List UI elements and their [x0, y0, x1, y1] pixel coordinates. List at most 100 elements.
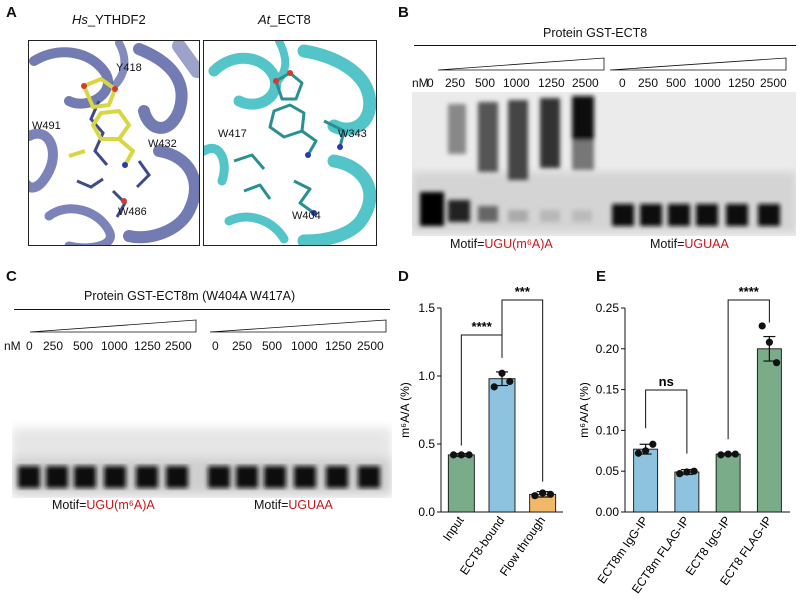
- y-tick-label: 0.15: [596, 383, 620, 397]
- residue-label-w432: W432: [148, 138, 177, 150]
- conc-b-right-0: 0: [619, 76, 626, 90]
- y-tick-label: 0.05: [596, 464, 620, 478]
- data-point: [506, 377, 514, 386]
- data-point: [731, 450, 739, 458]
- y-tick-label: 0.5: [418, 437, 435, 451]
- data-point: [649, 440, 657, 448]
- bar: [715, 453, 741, 513]
- panel-label-c: C: [6, 268, 17, 285]
- protein-title-c: Protein GST-ECT8m (W404A W417A): [84, 289, 296, 303]
- structure-title-right: At_ECT8: [258, 12, 311, 27]
- structure-image-ythdf2: [28, 40, 200, 246]
- conc-b-right-4: 1250: [728, 76, 755, 90]
- bar: [488, 378, 516, 513]
- panel-label-e: E: [596, 268, 607, 285]
- residue-label-w404: W404: [292, 210, 321, 222]
- conc-c-left-4: 1250: [134, 339, 161, 353]
- protein-title-b: Protein GST-ECT8: [543, 26, 648, 40]
- data-point: [724, 450, 732, 458]
- significance-bracket: [645, 389, 688, 454]
- conc-c-left-5: 2500: [165, 339, 192, 353]
- significance-label: ****: [472, 319, 493, 334]
- y-tick-label: 1.0: [418, 369, 435, 383]
- conc-c-right-5: 2500: [357, 339, 384, 353]
- data-point: [539, 489, 547, 497]
- title-divider-c: [14, 309, 390, 310]
- conc-c-right-4: 1250: [325, 339, 352, 353]
- conc-c-left-1: 250: [43, 339, 64, 353]
- bar: [633, 448, 659, 513]
- concentration-wedges-b: [437, 57, 787, 71]
- data-point: [490, 383, 498, 391]
- data-point: [531, 492, 539, 500]
- data-point: [498, 369, 506, 377]
- conc-b-right-3: 1000: [694, 76, 721, 90]
- significance-label: ****: [739, 285, 760, 299]
- bar: [674, 471, 700, 513]
- residue-label-w491: W491: [32, 120, 61, 132]
- data-point: [758, 322, 766, 330]
- y-tick-label: 0.20: [596, 342, 620, 356]
- conc-b-right-5: 2500: [760, 76, 787, 90]
- residue-label-w417: W417: [218, 128, 247, 140]
- conc-b-right-1: 250: [638, 76, 659, 90]
- bar: [447, 454, 475, 513]
- y-tick-label: 0.00: [596, 505, 620, 519]
- motif-label-c-left: Motif=UGU(m⁶A)A: [52, 498, 155, 512]
- data-point: [546, 490, 555, 498]
- residue-label-y418: Y418: [116, 62, 142, 74]
- motif-label-b-left: Motif=UGU(m⁶A)A: [450, 237, 553, 251]
- data-point: [634, 449, 643, 457]
- y-axis-label: m⁶A/A (%): [398, 382, 412, 438]
- data-point: [449, 451, 458, 459]
- data-point: [690, 467, 698, 475]
- conc-b-right-2: 500: [666, 76, 687, 90]
- data-point: [765, 338, 773, 346]
- conc-c-left-3: 1000: [101, 339, 128, 353]
- nm-label-c: nM: [4, 339, 21, 353]
- y-tick-label: 0.25: [596, 301, 620, 315]
- y-tick-label: 1.5: [418, 301, 435, 315]
- conc-c-right-0: 0: [212, 339, 219, 353]
- y-axis-label: m⁶A/A (%): [580, 382, 591, 438]
- conc-c-right-3: 1000: [291, 339, 318, 353]
- panel-label-a: A: [6, 4, 17, 21]
- data-point: [642, 447, 650, 455]
- structure-title-left: Hs_YTHDF2: [72, 12, 146, 27]
- panel-label-b: B: [398, 4, 409, 21]
- significance-label: ***: [515, 285, 531, 299]
- conc-b-left-4: 1250: [538, 76, 565, 90]
- gel-image-c: [12, 358, 392, 498]
- motif-label-c-right: Motif=UGUAA: [254, 498, 333, 512]
- conc-b-left-5: 2500: [572, 76, 599, 90]
- data-point: [772, 359, 781, 367]
- conc-c-right-1: 250: [232, 339, 253, 353]
- structure-image-ect8: [203, 40, 377, 246]
- residue-label-w343: W343: [338, 128, 367, 140]
- conc-b-left-2: 500: [475, 76, 496, 90]
- data-point: [457, 451, 465, 459]
- x-tick-label: Input: [440, 513, 467, 543]
- data-point: [465, 451, 473, 459]
- conc-c-left-0: 0: [26, 339, 33, 353]
- motif-label-b-right: Motif=UGUAA: [650, 237, 729, 251]
- significance-label: ns: [659, 374, 674, 389]
- y-tick-label: 0.0: [418, 505, 435, 519]
- nm-label-b: nM: [412, 76, 429, 90]
- bar: [756, 348, 782, 513]
- conc-b-left-1: 250: [445, 76, 466, 90]
- conc-c-right-2: 500: [262, 339, 283, 353]
- data-point: [683, 468, 691, 476]
- conc-c-left-2: 500: [73, 339, 94, 353]
- y-tick-label: 0.10: [596, 423, 620, 437]
- panel-label-d: D: [398, 268, 409, 285]
- significance-bracket: [727, 299, 770, 440]
- concentration-wedges-c: [29, 319, 387, 333]
- title-divider-b: [414, 45, 796, 46]
- data-point: [676, 470, 684, 478]
- data-point: [717, 451, 725, 459]
- significance-bracket: [501, 299, 544, 482]
- gel-image-b: [412, 92, 796, 236]
- residue-label-w486: W486: [118, 206, 147, 218]
